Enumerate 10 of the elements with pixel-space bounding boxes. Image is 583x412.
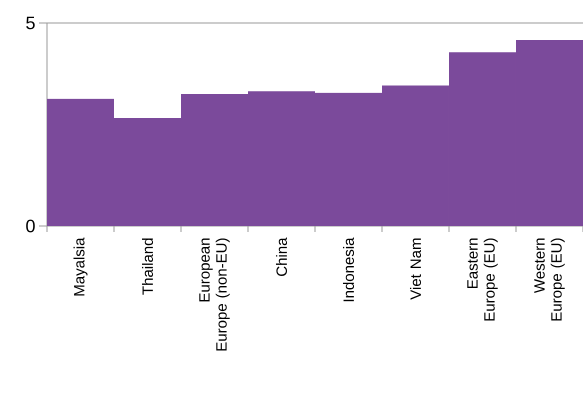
y-tick-label: 0 — [26, 220, 35, 232]
x-tick-label: Indonesia — [342, 238, 354, 302]
x-tick-label: Viet Nam — [410, 238, 421, 300]
x-tick-label: Mayalsia — [74, 238, 88, 296]
y-tick-label: 5 — [26, 16, 35, 30]
x-tick-label: Eastern Europe (EU) — [467, 238, 498, 320]
x-tick-label: European Europe (non-EU) — [199, 238, 230, 351]
x-tick-label: China — [276, 238, 287, 276]
x-tick-label: Western Europe (EU) — [534, 238, 565, 320]
x-tick-label: Thailand — [142, 238, 153, 295]
